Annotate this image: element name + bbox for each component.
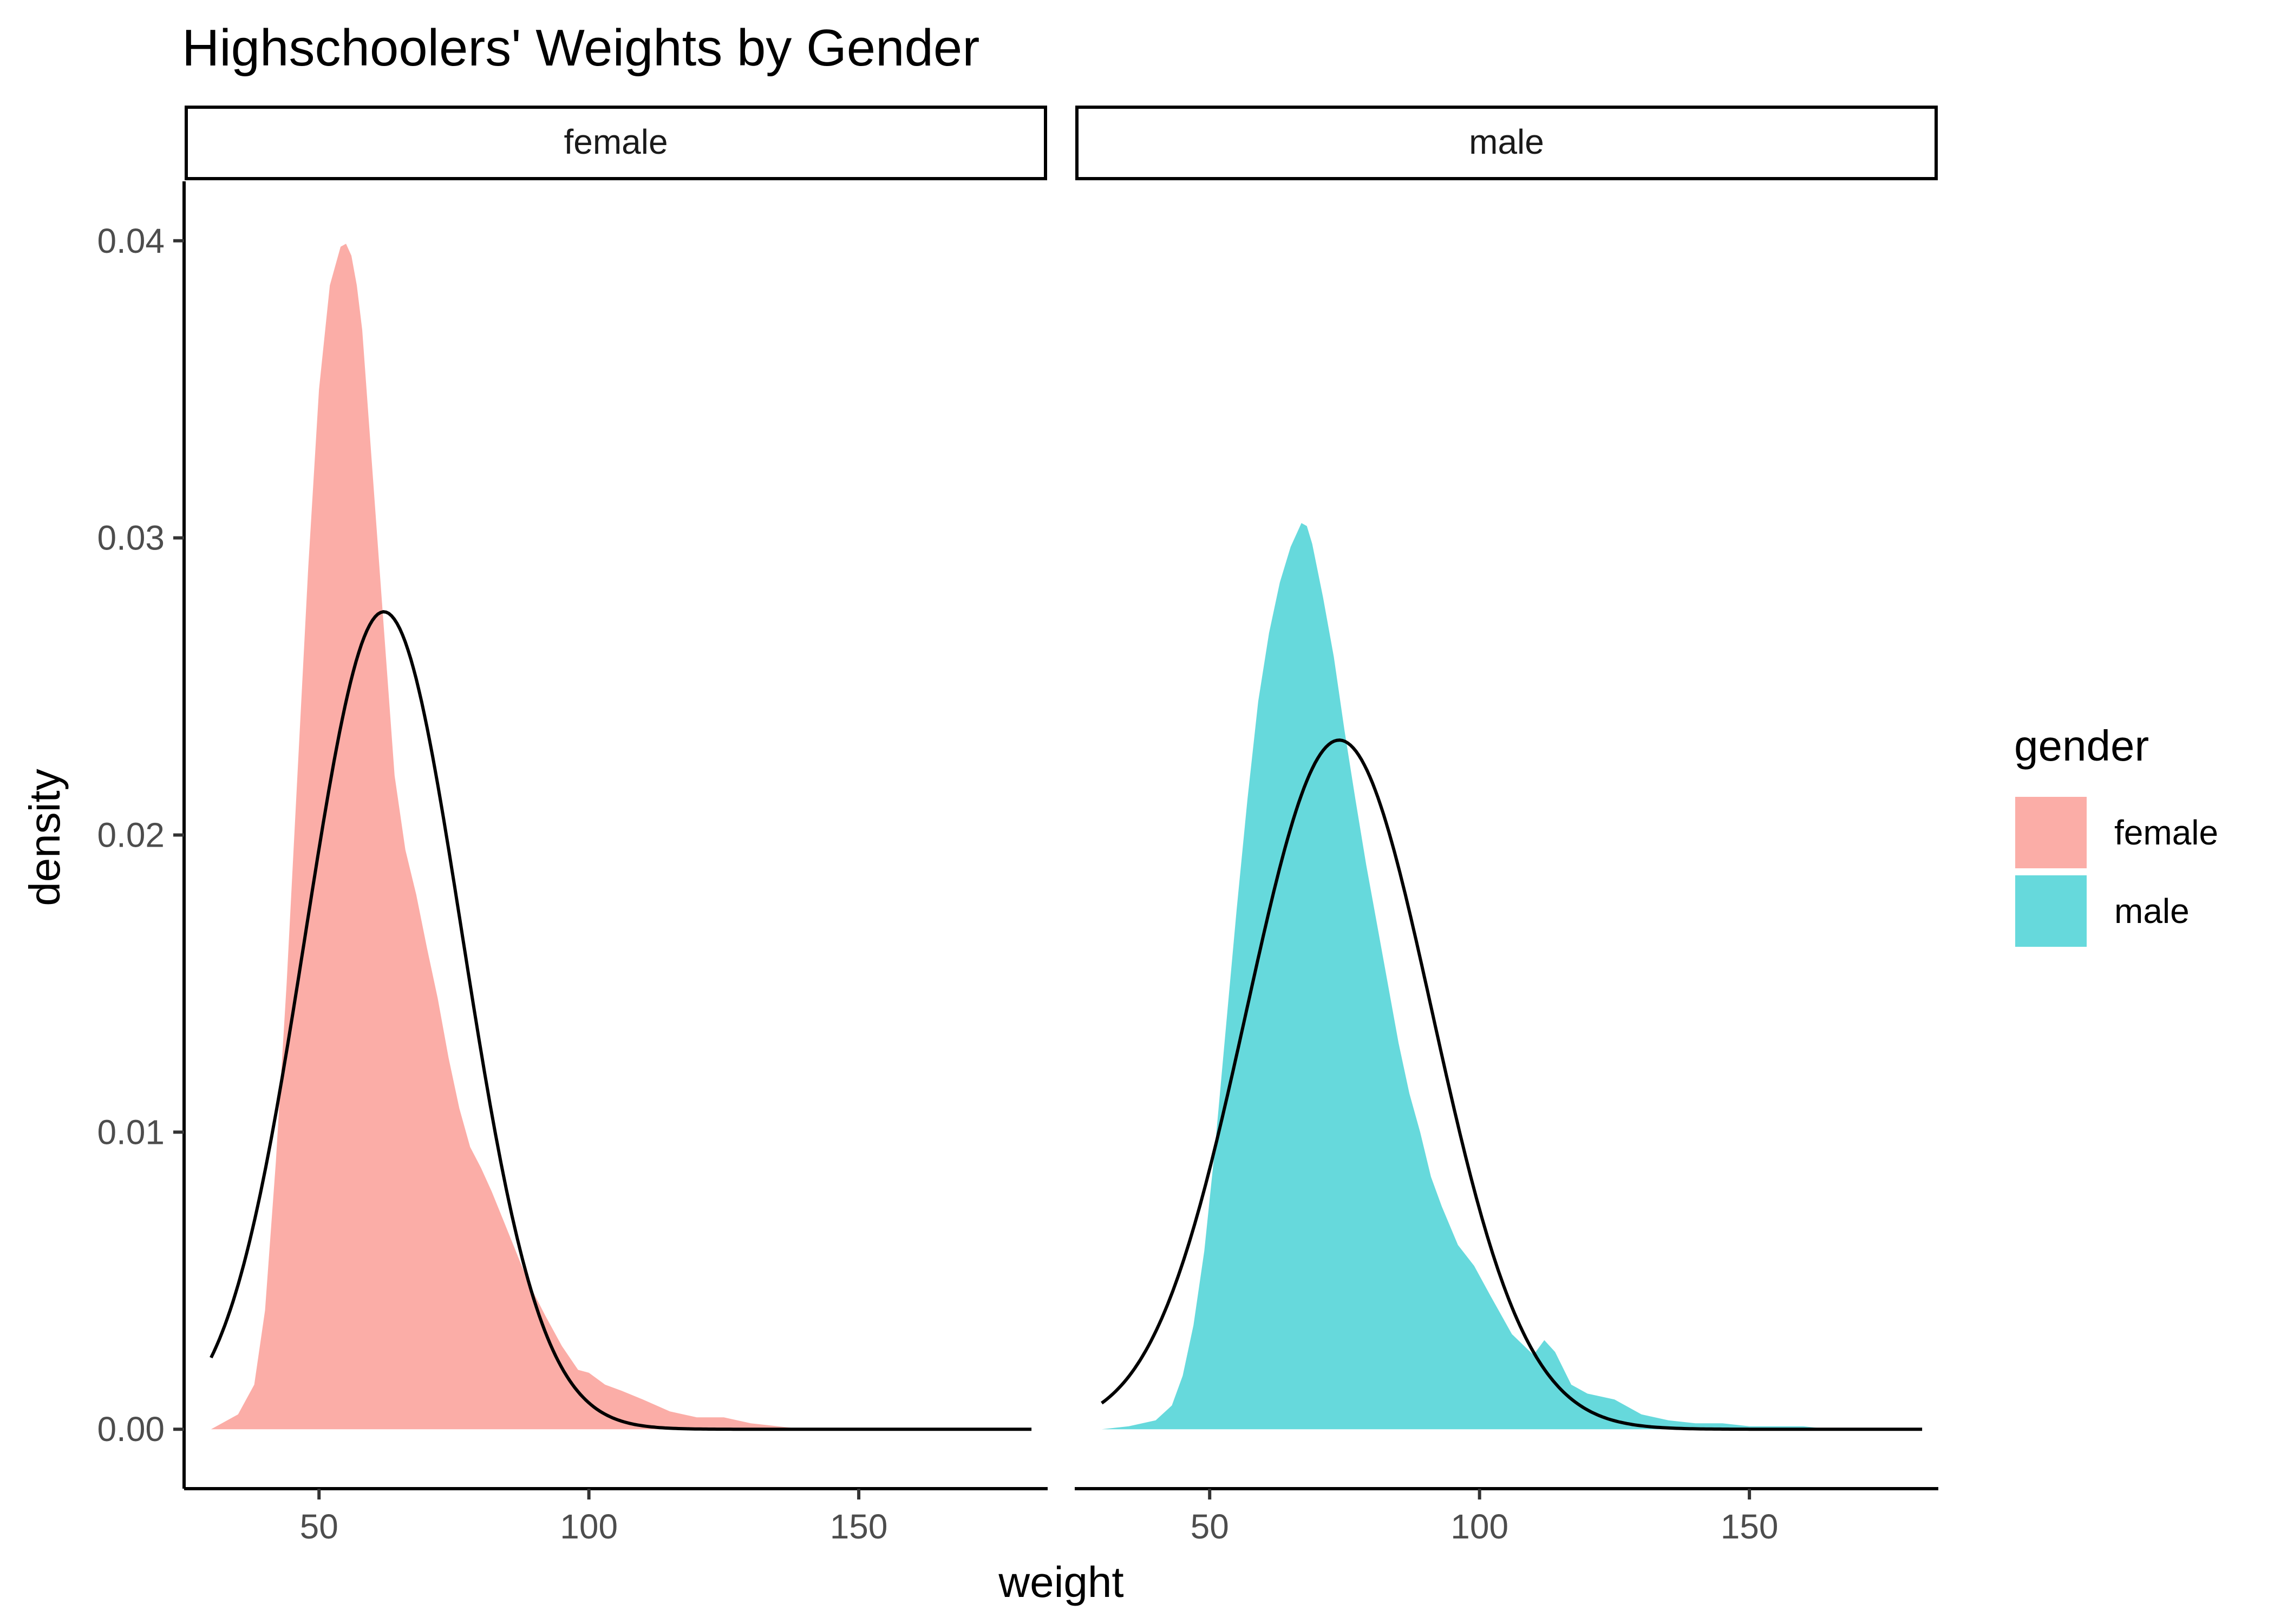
y-tick-label: 0.02 <box>97 816 165 855</box>
facet-strip-label: female <box>564 122 668 161</box>
density-area-male <box>1101 523 1831 1430</box>
legend-swatch <box>2015 797 2087 868</box>
y-axis-title: density <box>21 769 69 906</box>
legend-label: female <box>2114 813 2218 852</box>
facet-strip-box <box>185 106 1047 180</box>
y-tick-label: 0.04 <box>97 221 165 260</box>
x-tick-label: 100 <box>560 1507 618 1546</box>
legend: gender female male <box>2014 722 2218 947</box>
x-axis-title: weight <box>998 1558 1123 1606</box>
legend-item-female: female <box>2015 797 2218 868</box>
y-tick-label: 0.03 <box>97 519 165 558</box>
facet-panel-male: male 50 100 150 <box>1075 106 1938 1546</box>
legend-title: gender <box>2014 722 2149 770</box>
y-tick-label: 0.00 <box>97 1410 165 1449</box>
legend-items: female male <box>2015 797 2218 947</box>
x-tick-label: 50 <box>1191 1507 1229 1546</box>
facet-strip-label: male <box>1469 122 1544 161</box>
facet-panels: female 50 100 150 male 50 100 150 <box>184 106 1938 1546</box>
normal-curve-male <box>1101 738 1923 1431</box>
facet-panel-female: female 50 100 150 <box>184 106 1048 1546</box>
x-tick-label: 50 <box>300 1507 338 1546</box>
x-tick-label: 150 <box>1721 1507 1779 1546</box>
density-area-female <box>211 244 805 1430</box>
normal-curve-female <box>210 610 1032 1431</box>
facet-strip-box <box>1075 106 1938 180</box>
x-tick-label: 150 <box>830 1507 888 1546</box>
legend-swatch <box>2015 875 2087 947</box>
y-tick-label: 0.01 <box>97 1112 165 1151</box>
chart-title: Highschoolers' Weights by Gender <box>182 19 979 77</box>
legend-item-male: male <box>2015 875 2190 947</box>
y-axis: 0.00 0.01 0.02 0.03 0.04 <box>97 181 186 1489</box>
legend-label: male <box>2114 892 2190 931</box>
x-tick-label: 100 <box>1450 1507 1508 1546</box>
